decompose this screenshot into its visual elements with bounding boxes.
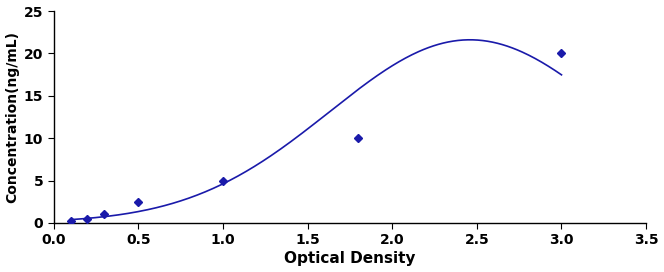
Y-axis label: Concentration(ng/mL): Concentration(ng/mL) (5, 31, 19, 203)
X-axis label: Optical Density: Optical Density (284, 251, 416, 267)
